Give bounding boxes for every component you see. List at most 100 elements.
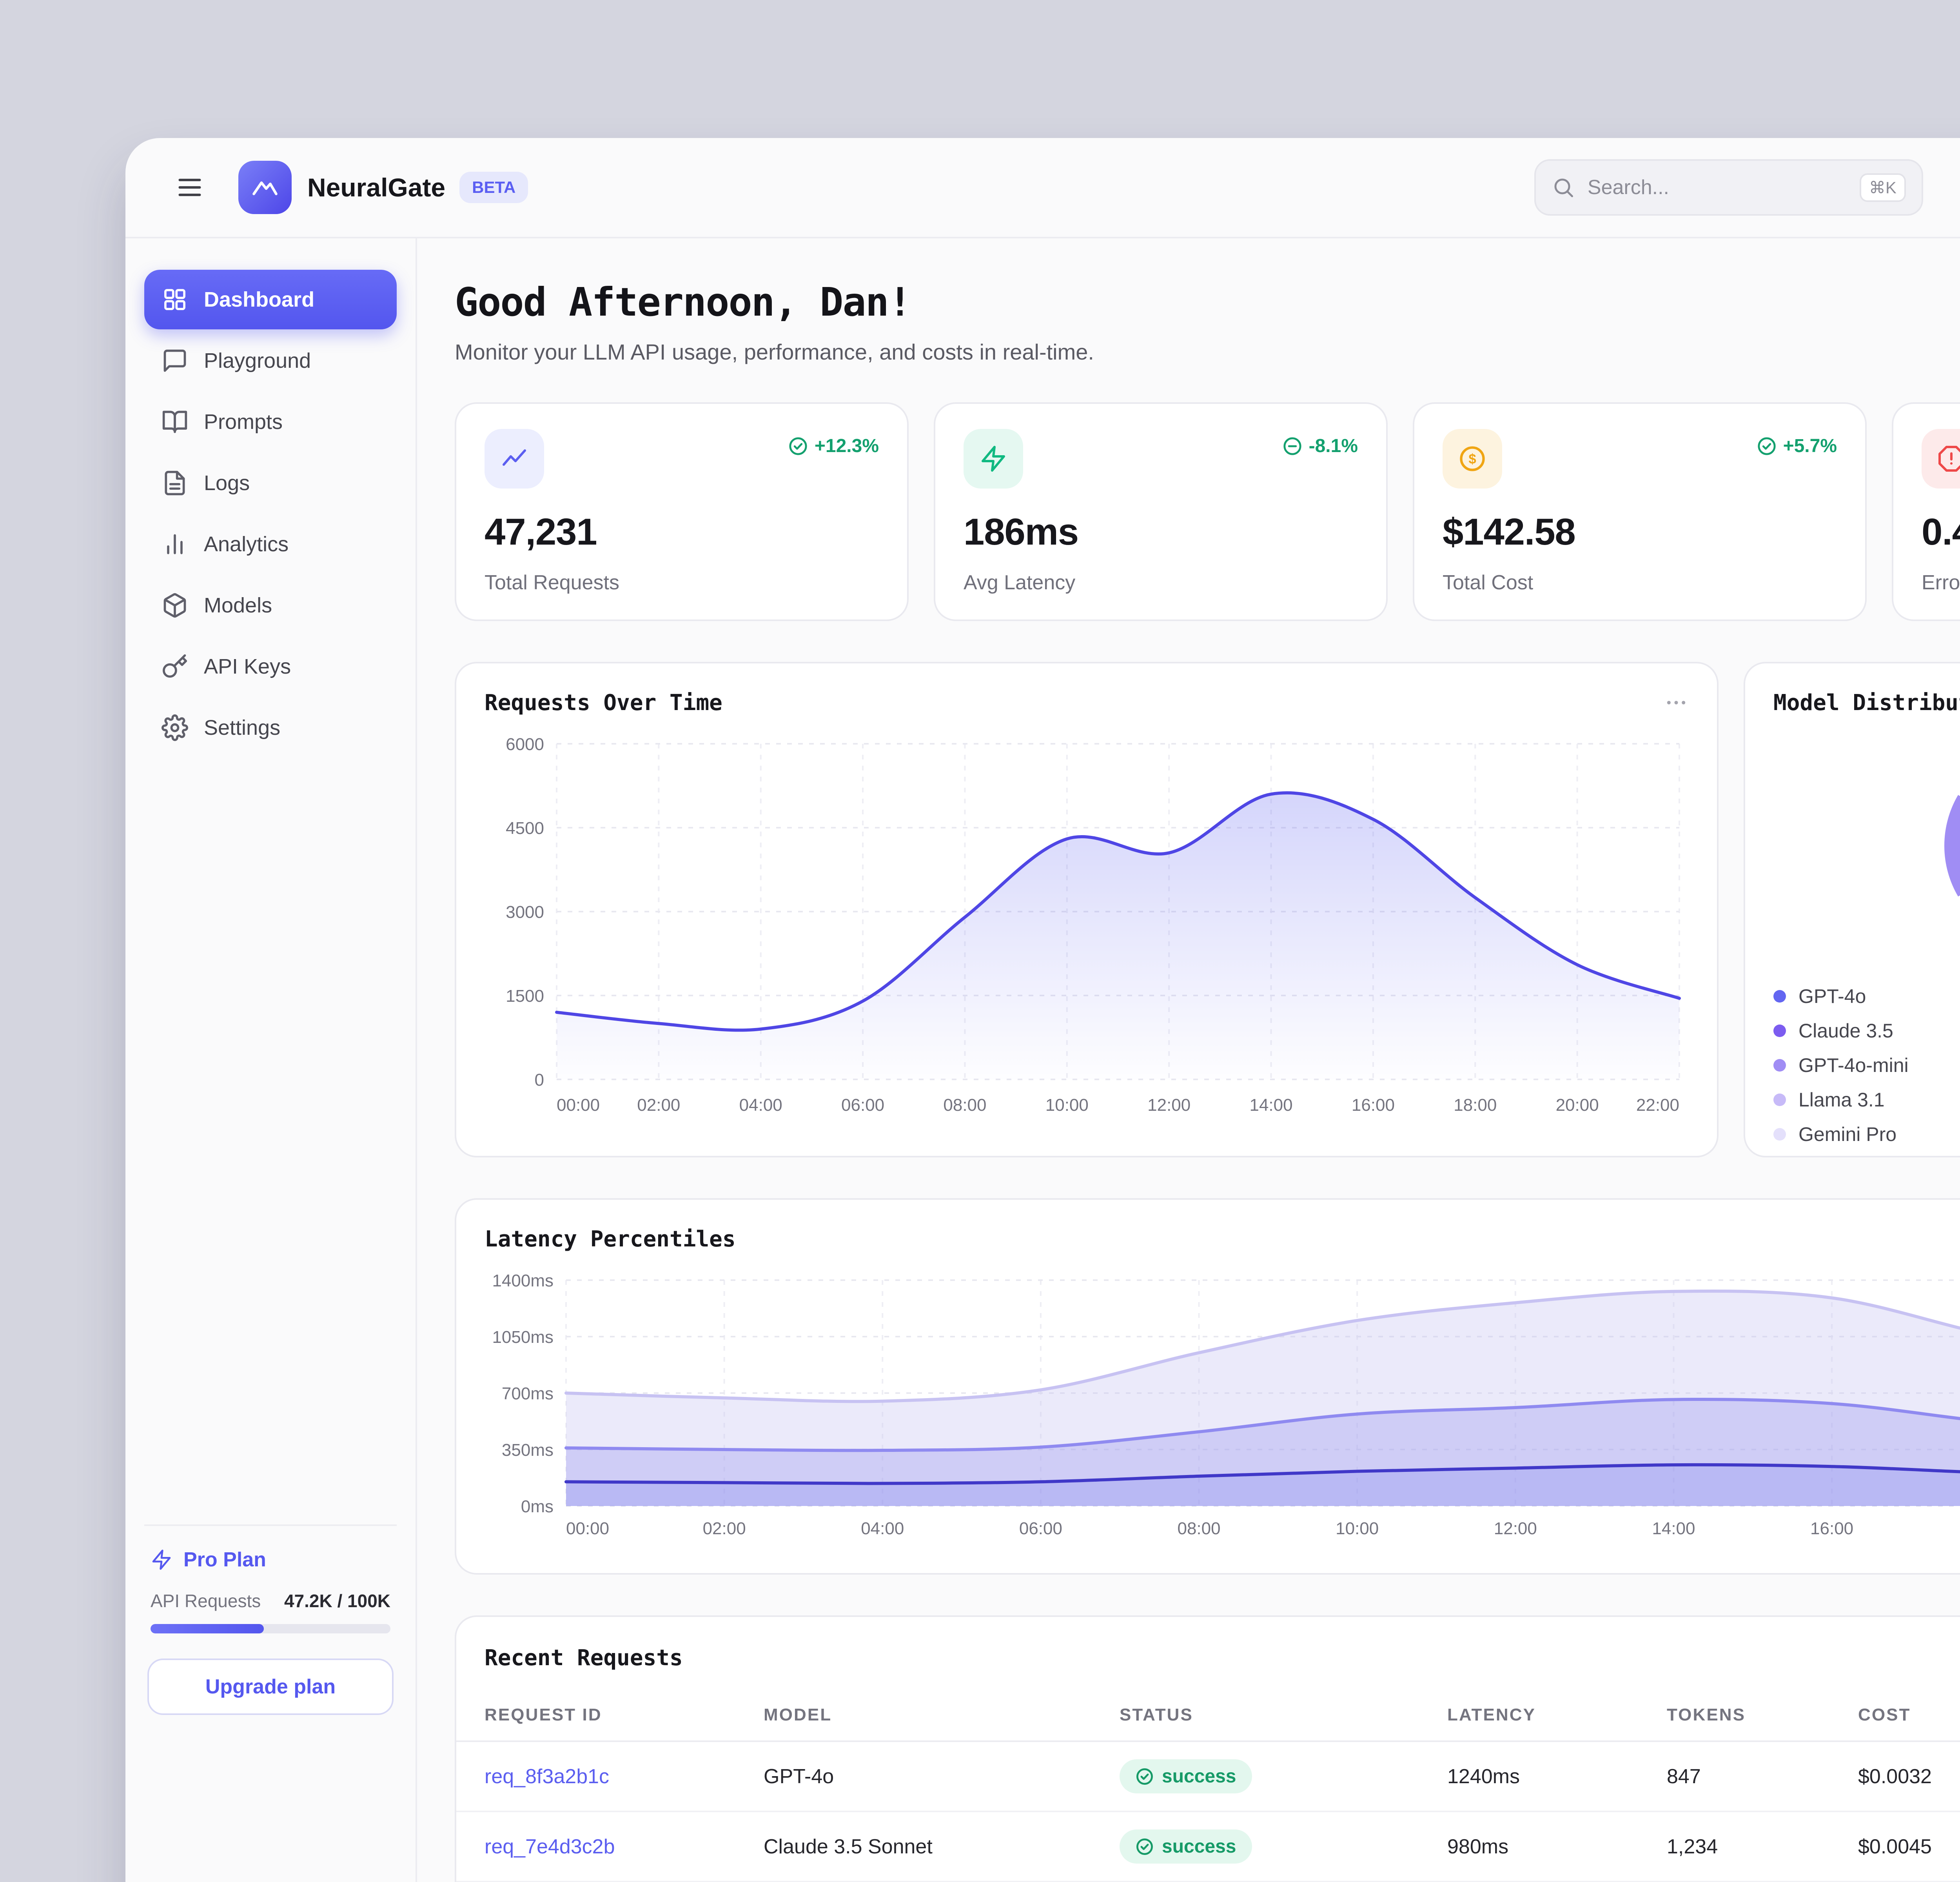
panel-menu-button[interactable] xyxy=(1654,684,1698,721)
svg-text:14:00: 14:00 xyxy=(1652,1519,1695,1538)
upgrade-plan-button[interactable]: Upgrade plan xyxy=(147,1659,394,1715)
table-row[interactable]: req_7e4d3c2b Claude 3.5 Sonnet success 9… xyxy=(456,1811,1960,1882)
sidebar-item-api-keys[interactable]: API Keys xyxy=(144,637,397,696)
svg-text:00:00: 00:00 xyxy=(566,1519,609,1538)
svg-text:04:00: 04:00 xyxy=(861,1519,904,1538)
legend-label: GPT-4o xyxy=(1798,985,1866,1008)
svg-text:16:00: 16:00 xyxy=(1352,1095,1395,1115)
col-model: MODEL xyxy=(764,1689,1120,1741)
svg-text:4500: 4500 xyxy=(506,819,544,838)
mountain-icon xyxy=(251,173,279,202)
dollar-coin-icon: $ xyxy=(1443,429,1502,489)
svg-text:08:00: 08:00 xyxy=(943,1095,986,1115)
svg-text:00:00: 00:00 xyxy=(557,1095,600,1115)
sidebar-item-label: Settings xyxy=(204,716,280,740)
sidebar-item-logs[interactable]: Logs xyxy=(144,453,397,513)
recent-requests-panel: Recent Requests View all REQUEST ID MODE… xyxy=(455,1615,1960,1882)
requests-table: REQUEST ID MODEL STATUS LATENCY TOKENS C… xyxy=(456,1689,1960,1882)
stat-delta: -8.1% xyxy=(1282,435,1358,457)
main-content: Good Afternoon, Dan! Monitor your LLM AP… xyxy=(417,238,1960,1882)
cell-tokens: 1,234 xyxy=(1667,1811,1858,1882)
svg-text:700ms: 700ms xyxy=(502,1384,554,1403)
legend-item-llama31: Llama 3.1 10% xyxy=(1773,1083,1960,1117)
sidebar-item-settings[interactable]: Settings xyxy=(144,698,397,758)
panel-title: Latency Percentiles xyxy=(485,1226,736,1252)
legend-label: Claude 3.5 xyxy=(1798,1019,1893,1042)
svg-text:3000: 3000 xyxy=(506,903,544,922)
svg-text:06:00: 06:00 xyxy=(1019,1519,1062,1538)
alert-octagon-icon xyxy=(1922,429,1960,489)
sidebar-item-analytics[interactable]: Analytics xyxy=(144,514,397,574)
stat-value: 0.42% xyxy=(1922,510,1960,554)
minus-circle-icon xyxy=(1282,436,1303,456)
stat-delta: +12.3% xyxy=(788,435,879,457)
legend-label: Llama 3.1 xyxy=(1798,1088,1885,1111)
model-distribution-donut xyxy=(1927,728,1960,963)
stat-label: Total Requests xyxy=(485,571,879,594)
sidebar-item-label: Prompts xyxy=(204,410,283,434)
svg-text:0: 0 xyxy=(535,1070,544,1090)
search-icon xyxy=(1552,176,1575,199)
stat-value: 47,231 xyxy=(485,510,879,554)
stat-card-total-cost: $ +5.7% $142.58 Total Cost xyxy=(1413,402,1867,621)
menu-button[interactable] xyxy=(163,161,216,214)
stat-card-total-requests: +12.3% 47,231 Total Requests xyxy=(455,402,909,621)
svg-text:10:00: 10:00 xyxy=(1336,1519,1379,1538)
svg-text:1500: 1500 xyxy=(506,986,544,1006)
cell-cost: $0.0045 xyxy=(1858,1811,1960,1882)
svg-text:02:00: 02:00 xyxy=(703,1519,746,1538)
col-status: STATUS xyxy=(1120,1689,1447,1741)
sidebar-spacer xyxy=(144,759,397,1524)
legend-label: GPT-4o-mini xyxy=(1798,1054,1909,1077)
sidebar-item-models[interactable]: Models xyxy=(144,576,397,635)
table-row[interactable]: req_8f3a2b1c GPT-4o success 1240ms 847 xyxy=(456,1741,1960,1811)
svg-text:1050ms: 1050ms xyxy=(492,1328,554,1347)
topbar: NeuralGate BETA ⌘K Docs Help xyxy=(125,138,1960,238)
svg-text:08:00: 08:00 xyxy=(1177,1519,1220,1538)
sidebar-item-label: Analytics xyxy=(204,532,289,556)
sidebar-item-label: Playground xyxy=(204,349,311,373)
cell-latency: 1240ms xyxy=(1447,1741,1667,1811)
check-circle-icon xyxy=(1135,1767,1154,1786)
brand[interactable]: NeuralGate BETA xyxy=(238,161,528,214)
legend-dot xyxy=(1773,1128,1786,1141)
legend-dot xyxy=(1773,1025,1786,1037)
col-tokens: TOKENS xyxy=(1667,1689,1858,1741)
beta-badge: BETA xyxy=(459,172,528,203)
check-circle-icon xyxy=(1757,436,1777,456)
request-id-link[interactable]: req_8f3a2b1c xyxy=(485,1765,609,1788)
body-row: Dashboard Playground Prompts Logs Analyt… xyxy=(125,238,1960,1882)
app-window: NeuralGate BETA ⌘K Docs Help xyxy=(125,138,1960,1882)
panel-title: Requests Over Time xyxy=(485,690,1689,716)
panel-title: Recent Requests xyxy=(485,1645,683,1671)
hamburger-icon xyxy=(175,173,205,202)
cell-tokens: 847 xyxy=(1667,1741,1858,1811)
search-shortcut: ⌘K xyxy=(1860,173,1906,202)
latency-percentiles-panel: Latency Percentiles p50 p95 p99 00:0002:… xyxy=(455,1198,1960,1575)
sidebar-item-playground[interactable]: Playground xyxy=(144,331,397,391)
svg-text:$: $ xyxy=(1468,452,1476,467)
sidebar-item-prompts[interactable]: Prompts xyxy=(144,392,397,452)
col-cost: COST xyxy=(1858,1689,1960,1741)
cell-model: GPT-4o xyxy=(764,1741,1120,1811)
stat-label: Error Rate xyxy=(1922,571,1960,594)
check-circle-icon xyxy=(1135,1837,1154,1856)
svg-text:20:00: 20:00 xyxy=(1556,1095,1599,1115)
stat-value: 186ms xyxy=(964,510,1358,554)
svg-text:06:00: 06:00 xyxy=(841,1095,884,1115)
key-icon xyxy=(162,653,188,680)
request-id-link[interactable]: req_7e4d3c2b xyxy=(485,1835,615,1858)
stat-label: Avg Latency xyxy=(964,571,1358,594)
search-box[interactable]: ⌘K xyxy=(1534,159,1923,216)
svg-text:02:00: 02:00 xyxy=(637,1095,680,1115)
donut-wrap xyxy=(1773,728,1960,963)
sidebar-item-label: API Keys xyxy=(204,654,291,679)
search-input[interactable] xyxy=(1588,176,1847,199)
cell-latency: 980ms xyxy=(1447,1811,1667,1882)
chat-icon xyxy=(162,347,188,374)
page-head: Good Afternoon, Dan! Monitor your LLM AP… xyxy=(455,279,1960,365)
usage-progress-fill xyxy=(151,1624,264,1633)
legend-item-gpt4o-mini: GPT-4o-mini 18% xyxy=(1773,1048,1960,1083)
col-latency: LATENCY xyxy=(1447,1689,1667,1741)
sidebar-item-dashboard[interactable]: Dashboard xyxy=(144,270,397,329)
